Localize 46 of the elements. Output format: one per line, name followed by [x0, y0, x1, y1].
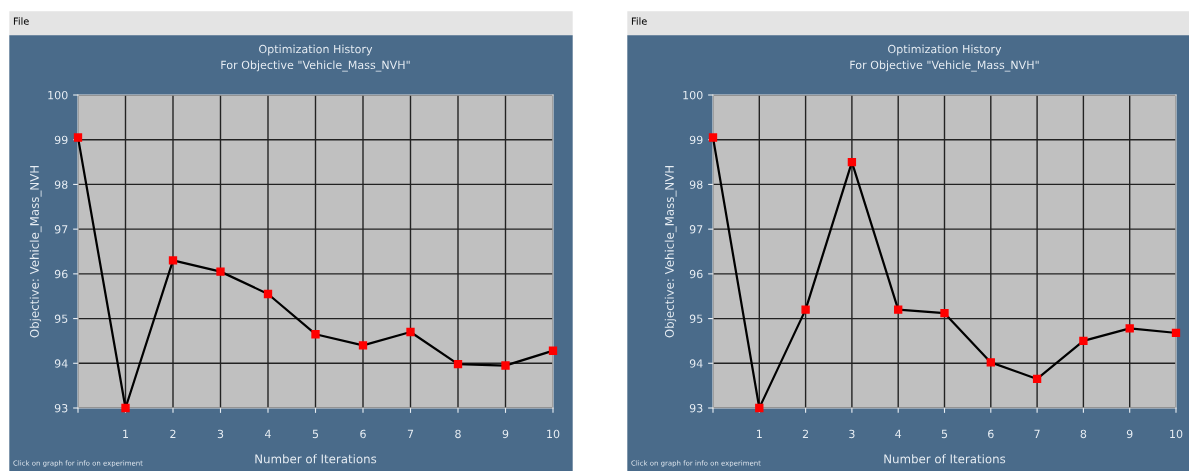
y-tick-label: 93	[54, 403, 68, 413]
x-tick-label: 6	[988, 429, 994, 439]
x-tick-label: 6	[360, 429, 366, 439]
x-tick-label: 4	[895, 429, 902, 438]
x-tick-label: 8	[455, 429, 461, 439]
x-tick-label: 1	[756, 429, 762, 438]
y-axis-title: Objective: Vehicle_Mass_NVH	[664, 166, 677, 338]
y-tick-label: 98	[54, 180, 68, 189]
x-tick-label: 7	[407, 429, 414, 438]
y-tick-label: 94	[689, 359, 703, 368]
x-tick-label: 8	[1080, 429, 1087, 439]
y-axis-title: Objective: Vehicle_Mass_NVH	[29, 166, 42, 338]
chart-title: Optimization History	[259, 44, 373, 56]
y-tick-label: 95	[54, 314, 68, 323]
x-tick-label: 2	[802, 429, 809, 438]
x-tick-label: 7	[1034, 429, 1040, 438]
x-axis-title: Number of Iterations	[884, 454, 1006, 464]
x-tick-label: 2	[170, 429, 176, 438]
y-tick-label: 99	[689, 135, 703, 145]
x-tick-label: 3	[217, 429, 224, 439]
y-tick-label: 100	[48, 90, 68, 100]
text: File	[13, 17, 29, 25]
chart-subtitle: For Objective "Vehicle_Mass_NVH"	[850, 60, 1039, 72]
x-axis-title: Number of Iterations	[255, 454, 377, 464]
y-tick-label: 94	[54, 359, 68, 368]
x-tick-label: 10	[1170, 429, 1183, 439]
x-tick-label: 5	[941, 429, 948, 439]
y-tick-label: 96	[689, 269, 703, 279]
y-tick-label: 99	[54, 135, 68, 145]
text: File	[631, 17, 647, 25]
y-tick-label: 97	[689, 225, 703, 234]
chart-subtitle: For Objective "Vehicle_Mass_NVH"	[221, 60, 410, 72]
x-tick-label: 9	[1126, 429, 1133, 439]
x-tick-label: 3	[849, 429, 855, 439]
x-tick-label: 1	[123, 429, 129, 438]
y-tick-label: 95	[689, 314, 703, 323]
y-tick-label: 97	[54, 225, 68, 234]
y-tick-label: 100	[683, 90, 703, 100]
y-tick-label: 93	[689, 403, 703, 413]
chart-title: Optimization History	[888, 44, 1002, 56]
x-tick-label: 5	[312, 429, 319, 439]
x-tick-label: 4	[265, 429, 271, 438]
x-tick-label: 9	[502, 429, 509, 439]
y-tick-label: 96	[54, 269, 68, 279]
y-tick-label: 98	[689, 180, 703, 189]
x-tick-label: 10	[547, 429, 560, 439]
